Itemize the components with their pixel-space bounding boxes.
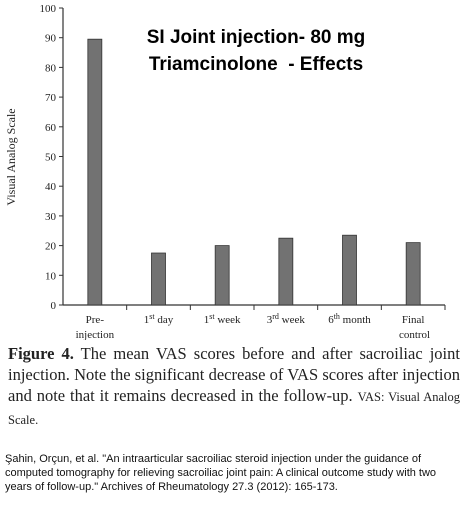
x-tick-label: 3rd week: [267, 312, 306, 326]
caption: Figure 4. The mean VAS scores before and…: [8, 343, 460, 431]
y-tick-label: 80: [45, 62, 57, 74]
x-tick-label: 1st day: [144, 312, 174, 326]
y-tick-label: 0: [51, 300, 57, 312]
y-tick-label: 90: [45, 33, 57, 45]
chart: Visual Analog Scale SI Joint injection- …: [4, 3, 446, 340]
bar: [405, 242, 421, 306]
bar: [342, 234, 357, 306]
y-tick-label: 40: [45, 181, 57, 193]
x-tick-label: Final control: [396, 314, 430, 340]
y-tick-label: 50: [45, 152, 57, 164]
y-tick-label: 20: [45, 241, 57, 253]
citation: Şahin, Orçun, et al. "An intraarticular …: [5, 453, 437, 493]
y-tick-label: 70: [45, 92, 57, 104]
caption-label: Figure 4.: [8, 344, 74, 363]
x-tick-label: Pre-injection: [76, 314, 115, 340]
chart-title: SI Joint injection- 80 mg: [147, 27, 366, 48]
chart-title: Triamcinolone - Effects: [149, 54, 363, 75]
y-axis-label: Visual Analog Scale: [4, 108, 18, 205]
y-tick-label: 60: [45, 122, 57, 134]
x-tick-label: 1st week: [204, 312, 241, 326]
bar: [87, 38, 103, 306]
y-tick-label: 10: [45, 270, 57, 282]
caption-text: The mean VAS scores before and after sac…: [8, 344, 460, 405]
y-tick-label: 100: [40, 3, 57, 15]
bar: [214, 245, 230, 306]
bar: [278, 237, 294, 306]
x-tick-label: 6th month: [328, 312, 371, 326]
y-tick-label: 30: [45, 211, 57, 223]
caption-abbreviation: VAS: Visual Analog Scale.: [8, 390, 460, 427]
bar: [151, 252, 166, 306]
